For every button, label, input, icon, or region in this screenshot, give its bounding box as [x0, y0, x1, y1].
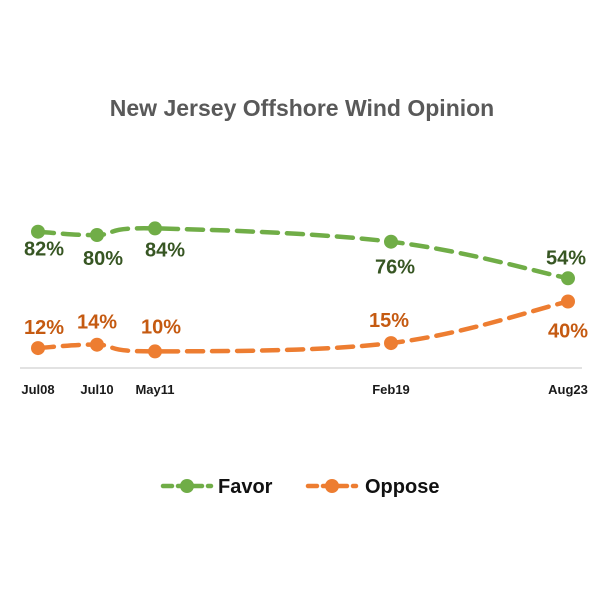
data-label-oppose-feb19: 15%: [369, 310, 409, 332]
data-point-oppose-aug23: [561, 294, 575, 309]
legend-swatch-marker-favor: [180, 479, 194, 493]
legend-label-oppose: Oppose: [365, 476, 439, 498]
data-label-favor-may11: 84%: [145, 239, 185, 261]
data-label-favor-aug23: 54%: [546, 247, 586, 269]
series-favor: 82% 80% 84% 76% 54%: [24, 221, 586, 286]
x-tick-label-jul10: Jul10: [80, 382, 113, 397]
data-point-favor-aug23: [561, 271, 575, 286]
data-label-favor-feb19: 76%: [375, 257, 415, 279]
data-point-favor-may11: [148, 221, 162, 236]
x-tick-label-feb19: Feb19: [372, 382, 410, 397]
data-point-oppose-may11: [148, 344, 162, 359]
legend-item-favor: Favor: [160, 476, 273, 498]
series-layer: 82% 80% 84% 76% 54% 12% 14% 10% 15% 40%: [24, 221, 588, 359]
data-label-oppose-aug23: 40%: [548, 321, 588, 343]
x-tick-label-aug23: Aug23: [548, 382, 588, 397]
legend-label-favor: Favor: [218, 476, 273, 498]
series-line-oppose: [35, 299, 571, 354]
chart-title: New Jersey Offshore Wind Opinion: [110, 95, 494, 121]
x-tick-label-may11: May11: [135, 382, 174, 397]
legend: Favor Oppose: [160, 476, 439, 498]
data-point-favor-feb19: [384, 234, 398, 249]
series-oppose: 12% 14% 10% 15% 40%: [24, 294, 588, 359]
data-point-oppose-jul10: [90, 337, 104, 352]
legend-item-oppose: Oppose: [305, 476, 439, 498]
x-tick-label-jul08: Jul08: [21, 382, 54, 397]
data-label-favor-jul10: 80%: [83, 248, 123, 270]
data-label-favor-jul08: 82%: [24, 239, 64, 261]
data-point-favor-jul08: [31, 224, 45, 239]
data-label-oppose-jul10: 14%: [77, 312, 117, 334]
legend-swatch-marker-oppose: [325, 479, 339, 493]
data-point-oppose-jul08: [31, 341, 45, 356]
data-label-oppose-may11: 10%: [141, 316, 181, 338]
data-point-favor-jul10: [90, 228, 104, 242]
x-axis-ticks: Jul08 Jul10 May11 Feb19 Aug23: [21, 382, 587, 397]
data-point-oppose-feb19: [384, 336, 398, 351]
data-label-oppose-jul08: 12%: [24, 317, 64, 339]
